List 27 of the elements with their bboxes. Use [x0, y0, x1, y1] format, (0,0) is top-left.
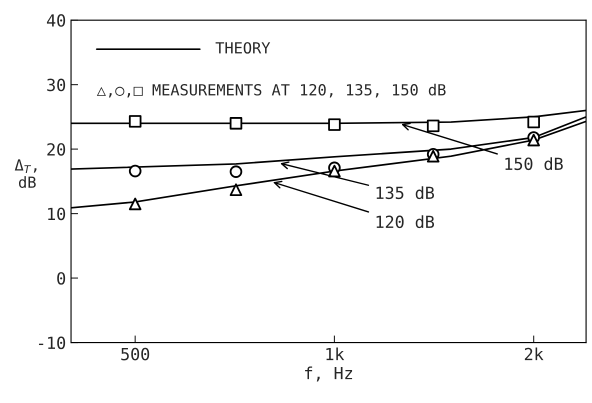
annotation: △,○,□ MEASUREMENTS AT 120, 135, 150 dB — [96, 84, 446, 98]
point — [230, 165, 242, 178]
point — [128, 164, 142, 178]
y-tick-label: 40 — [46, 14, 66, 27]
point — [328, 118, 341, 131]
y-tick-label: -10 — [38, 336, 66, 350]
annotation: THEORY — [216, 42, 270, 54]
point — [426, 120, 440, 132]
x-axis-title: f, Hz — [305, 366, 352, 382]
y-tick-label: 10 — [48, 208, 66, 220]
annotation: 150 dB — [505, 157, 563, 170]
y-tick-label: 30 — [47, 78, 66, 92]
point — [128, 115, 142, 128]
x-tick-label: 2k — [524, 348, 544, 360]
point — [527, 116, 540, 128]
y-tick-label: 0 — [57, 272, 66, 285]
x-tick-label: 500 — [121, 348, 150, 360]
annotation: 120 dB — [376, 215, 434, 228]
point — [527, 134, 540, 146]
x-tick-label: 1k — [326, 348, 344, 360]
annotation: 135 dB — [376, 186, 434, 200]
y-axis-title: Δ$_{T}$, dB — [14, 159, 36, 188]
point — [328, 164, 341, 178]
point — [230, 117, 242, 130]
point — [128, 198, 142, 210]
point — [230, 183, 242, 196]
y-tick-label: 20 — [47, 143, 66, 156]
